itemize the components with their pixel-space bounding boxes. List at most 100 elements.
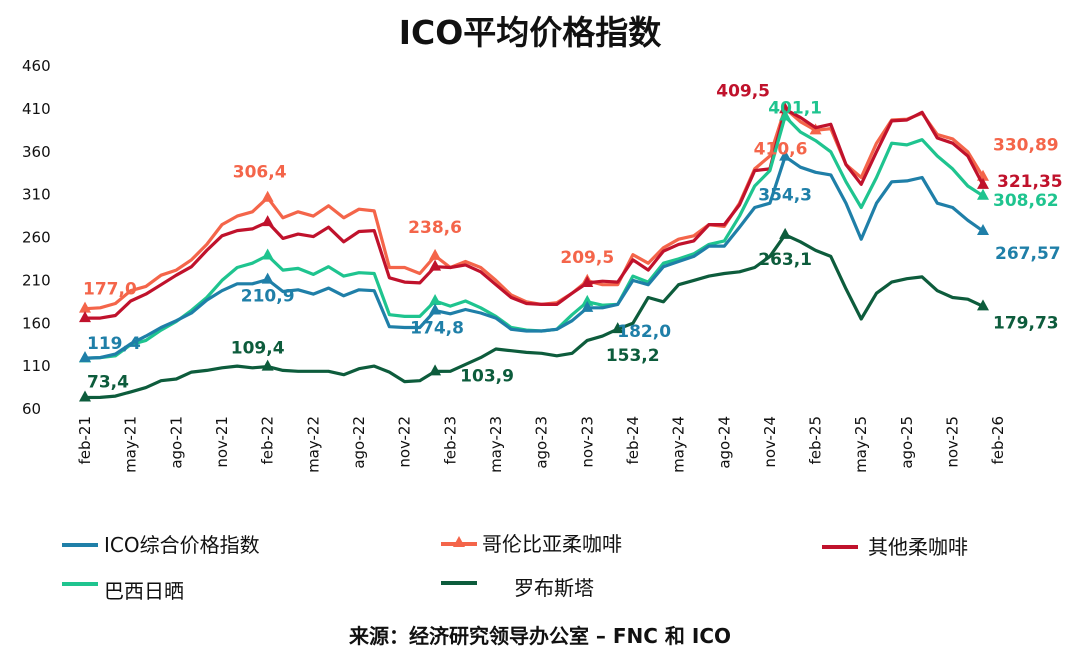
data-point-marker [779,149,792,161]
x-tick-label: feb-24 [624,416,642,465]
y-tick-label: 360 [22,143,51,161]
y-tick-label: 410 [22,100,51,118]
x-tick-label: may-21 [122,416,140,473]
data-label-colombia: 410,6 [754,139,808,159]
x-tick-label: ago-25 [898,416,916,469]
data-label-robusta: 103,9 [460,366,514,386]
x-tick-label: nov-21 [213,416,231,468]
data-point-marker [977,299,989,311]
data-point-marker [611,322,624,334]
y-tick-label: 110 [22,357,51,375]
x-tick-label: ago-23 [533,416,551,469]
x-tick-label: feb-26 [989,416,1007,465]
legend-item-others: 其他柔咖啡 [822,535,968,559]
x-tick-label: nov-22 [396,416,414,468]
x-tick-label: ago-21 [167,416,185,469]
series-line-ico [83,155,985,360]
data-label-colombia: 177,0 [83,280,137,300]
data-point-marker [429,259,442,271]
data-label-robusta: 153,2 [606,346,660,366]
data-point-marker [581,294,594,306]
data-point-marker [79,390,91,402]
triangle-marker-icon [453,536,465,547]
data-point-marker [79,301,91,313]
x-tick-label: feb-21 [76,416,94,465]
data-point-marker [261,272,274,284]
x-tick-label: may-25 [852,416,870,473]
data-label-brazil: 401,1 [768,99,822,119]
data-point-marker [429,303,442,315]
x-tick-label: ago-24 [715,416,733,469]
data-label-ico: 210,9 [241,287,295,307]
x-tick-label: ago-22 [350,416,368,469]
x-tick-label: may-22 [304,416,322,473]
data-point-marker [581,275,594,287]
data-label-ico: 354,3 [758,186,812,206]
data-point-marker [79,351,91,363]
data-point-marker [79,311,91,323]
data-point-marker [977,224,989,236]
data-point-marker [261,248,274,260]
legend: ICO综合价格指数 哥伦比亚柔咖啡 其他柔咖啡 巴西日晒 罗布斯塔 [62,532,968,603]
data-label-colombia: 306,4 [233,163,287,183]
data-point-marker [429,293,442,305]
data-label-colombia: 330,89 [993,136,1059,156]
data-label-robusta: 109,4 [231,339,285,359]
data-label-ico: 174,8 [410,319,464,339]
data-label-robusta: 73,4 [87,373,129,393]
data-point-marker [779,109,792,121]
data-point-marker [429,248,442,260]
legend-label-brazil: 巴西日晒 [104,579,184,603]
y-tick-label: 210 [22,271,51,289]
data-label-others: 321,35 [997,172,1063,192]
x-tick-label: nov-24 [761,416,779,468]
data-label-robusta: 263,1 [758,250,812,270]
legend-label-robusta: 罗布斯塔 [514,576,594,600]
legend-label-others: 其他柔咖啡 [868,535,968,559]
legend-item-brazil: 巴西日晒 [62,579,184,603]
legend-label-ico: ICO综合价格指数 [104,533,260,557]
data-point-marker [977,177,989,189]
data-label-colombia: 238,6 [408,218,462,238]
chart-title: ICO平均价格指数 [399,13,663,52]
x-tick-label: feb-23 [441,416,459,465]
source-note: 来源：经济研究领导办公室 – FNC 和 ICO [348,624,731,648]
data-label-ico: 267,57 [995,244,1061,264]
legend-label-colombia: 哥伦比亚柔咖啡 [482,532,622,556]
x-tick-label: nov-25 [944,416,962,468]
x-tick-label: nov-23 [578,416,596,468]
data-point-marker [261,190,274,202]
y-tick-label: 60 [22,400,41,418]
data-point-marker [581,300,594,312]
data-label-ico: 182,0 [617,322,671,342]
legend-item-ico: ICO综合价格指数 [62,533,260,557]
y-tick-label: 310 [22,186,51,204]
y-tick-label: 160 [22,314,51,332]
data-label-brazil: 308,62 [993,191,1059,211]
series-line-others [83,107,985,320]
legend-item-colombia: 哥伦比亚柔咖啡 [441,532,622,556]
data-label-ico: 119,4 [87,334,141,354]
data-point-marker [779,102,792,114]
data-labels: 177,0 306,4 238,6 209,5 410,6 330,89 409,5 321,… [83,81,1063,392]
data-label-others: 409,5 [716,81,770,101]
data-point-marker [429,364,442,376]
legend-item-robusta: 罗布斯塔 [441,576,594,600]
data-label-robusta: 179,73 [993,313,1059,333]
data-point-marker [977,188,989,200]
x-tick-label: may-23 [487,416,505,473]
y-tick-label: 260 [22,229,51,247]
series-line-robusta [83,233,985,400]
x-axis: feb-21 may-21 ago-21 nov-21 feb-22 may-22 ago-… [76,416,1007,473]
series-group [79,102,989,402]
y-axis: 460 410 360 310 260 210 160 110 60 [22,57,51,418]
y-tick-label: 460 [22,57,51,75]
data-point-marker [261,215,274,227]
x-tick-label: feb-22 [259,416,277,465]
data-point-marker [261,359,274,371]
data-label-colombia: 209,5 [560,248,614,268]
data-point-marker [779,227,792,239]
x-tick-label: feb-25 [807,416,825,465]
x-tick-label: may-24 [670,416,688,473]
